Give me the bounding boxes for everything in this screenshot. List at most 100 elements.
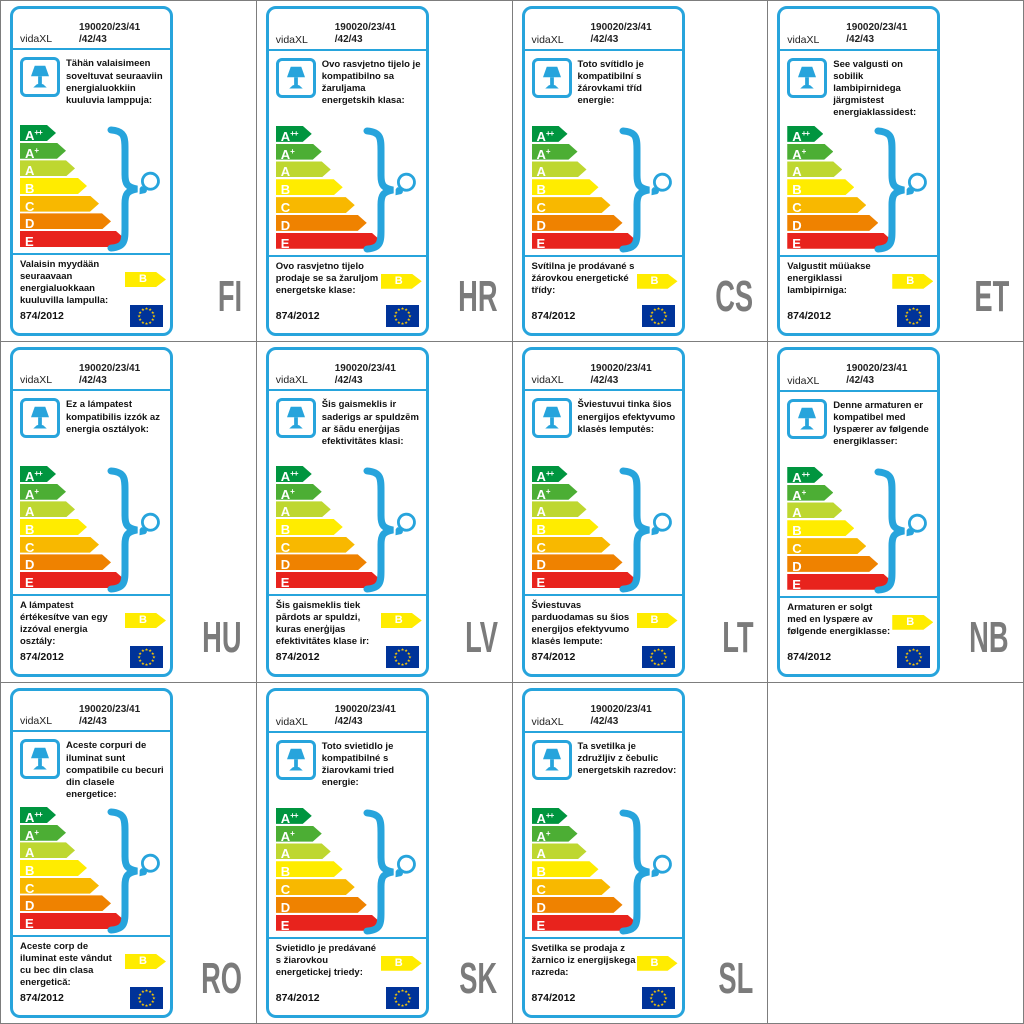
svg-text:★: ★: [662, 310, 666, 315]
compatible-classes-text: Toto svítidlo je kompatibilní s žárovkam…: [577, 58, 644, 107]
energy-class-arrow: A+: [276, 826, 322, 842]
energy-class-plus: ++: [801, 128, 809, 138]
label-header: vidaXL 190020/23/41 /42/43: [780, 350, 938, 392]
compatibility-section: See valgusti on sobilik lambipirnidega j…: [780, 51, 937, 126]
svg-text:★: ★: [663, 313, 667, 318]
energy-class-arrow: B: [276, 519, 343, 535]
label-header: vidaXL 190020/23/41 /42/43: [524, 350, 682, 392]
svg-text:★: ★: [141, 320, 145, 325]
svg-text:★: ★: [145, 988, 149, 993]
svg-text:★: ★: [137, 654, 141, 659]
eu-flag-icon: ★ ★ ★★ ★★ ★★ ★★ ★★: [641, 305, 675, 328]
curly-brace-glyph: [363, 467, 394, 593]
label-footer: 874/2012 ★ ★ ★ ★ ★ ★ ★ ★ ★ ★ ★ ★: [525, 644, 682, 674]
label-header: vidaXL 190020/23/41 /42/43: [524, 691, 682, 733]
language-code: RO: [200, 954, 242, 1003]
svg-text:★: ★: [404, 661, 408, 666]
energy-class-letter: C: [280, 539, 291, 555]
energy-class-letter: A: [536, 810, 546, 826]
svg-text:★: ★: [151, 999, 155, 1004]
energy-class-arrow: C: [276, 197, 355, 213]
energy-class-arrow: D: [20, 213, 111, 229]
energy-class-arrow: B: [532, 519, 599, 535]
svg-text:★: ★: [400, 988, 404, 993]
svg-text:★: ★: [663, 654, 667, 659]
empty-cell: [768, 683, 1023, 1023]
energy-class-arrow: D: [787, 556, 878, 572]
svg-text:★: ★: [652, 307, 656, 312]
energy-class-arrow: A+: [787, 485, 833, 501]
energy-class-plus: +: [34, 486, 39, 496]
svg-text:★: ★: [151, 992, 155, 997]
energy-class-arrow: E: [276, 572, 381, 588]
svg-text:★: ★: [137, 313, 141, 318]
label-footer: 874/2012 ★ ★ ★ ★ ★ ★ ★ ★ ★ ★ ★ ★: [13, 644, 170, 674]
svg-text:★: ★: [656, 662, 660, 667]
sold-with-section: Valgustit müüakse energiklassi lambipirn…: [780, 254, 938, 303]
label-header: vidaXL 190020/23/41 /42/43: [268, 350, 426, 392]
energy-class-arrow: E: [787, 233, 892, 249]
regulation-number: 874/2012: [275, 310, 320, 323]
label-footer: 874/2012 ★ ★ ★ ★ ★ ★ ★ ★ ★ ★ ★ ★: [269, 985, 426, 1015]
svg-text:★: ★: [404, 307, 408, 312]
energy-class-letter: C: [25, 880, 35, 896]
energy-class-arrow: C: [787, 538, 866, 554]
language-code: HU: [202, 613, 242, 662]
svg-text:★: ★: [404, 1002, 408, 1007]
energy-class-letter: B: [536, 182, 546, 198]
energy-class-letter: B: [25, 863, 35, 878]
energy-class-letter: D: [25, 557, 35, 573]
label-footer: 874/2012 ★ ★ ★ ★ ★ ★ ★ ★ ★ ★ ★ ★: [780, 644, 937, 674]
energy-class-plus: ++: [34, 810, 42, 820]
energy-class-arrow: A+: [20, 143, 66, 159]
energy-class-letter: A: [25, 486, 35, 502]
energy-class-plus: +: [34, 145, 39, 155]
sold-with-section: Aceste corp de iluminat este vândut cu b…: [13, 934, 170, 988]
energy-class-arrow: C: [276, 537, 355, 553]
energy-class-letter: D: [25, 216, 35, 232]
energy-class-letter: B: [280, 864, 291, 880]
sold-class-arrow: B: [636, 955, 678, 971]
energy-label-card: vidaXL 190020/23/41 /42/43 Ovo rasvjetno…: [265, 6, 429, 336]
sold-with-text: A lámpatest értékesítve van egy izzóval …: [20, 599, 108, 647]
svg-text:★: ★: [400, 321, 404, 326]
energy-class-letter: E: [536, 235, 546, 251]
energy-class-letter: E: [536, 574, 546, 590]
language-code: CS: [715, 272, 754, 321]
energy-class-letter: D: [280, 557, 291, 573]
svg-text:★: ★: [650, 651, 654, 656]
sold-with-text: Šviestuvas parduodamas su šios energijos…: [531, 599, 630, 647]
svg-text:★: ★: [919, 313, 923, 318]
svg-text:★: ★: [151, 651, 155, 656]
model-line-2: /42/43: [846, 33, 875, 45]
energy-class-letter: D: [280, 899, 291, 915]
energy-class-arrow: C: [787, 197, 866, 213]
energy-scale: A++ A+ A B C D E: [276, 126, 426, 249]
label-footer: 874/2012 ★ ★ ★ ★ ★ ★ ★ ★ ★ ★ ★ ★: [525, 303, 682, 333]
svg-text:★: ★: [393, 313, 397, 318]
svg-text:★: ★: [662, 658, 666, 663]
label-cell: vidaXL 190020/23/41 /42/43 Ez a lámpates…: [1, 342, 256, 682]
energy-scale: A++ A+ A B C D E: [20, 125, 170, 247]
energy-class-letter: A: [280, 846, 291, 862]
compatibility-section: Aceste corpuri de iluminat sunt compatib…: [13, 732, 170, 807]
energy-class-arrow: D: [276, 554, 367, 570]
energy-class-arrow: E: [276, 915, 381, 931]
energy-class-letter: A: [25, 145, 35, 161]
energy-class-arrow: A+: [532, 826, 578, 842]
sold-class-arrow: B: [380, 612, 422, 628]
compatibility-section: Ovo rasvjetno tijelo je kompatibilno sa …: [269, 51, 426, 126]
energy-class-letter: C: [280, 882, 291, 898]
energy-class-arrow: A: [532, 843, 587, 859]
energy-class-letter: A: [792, 128, 802, 144]
energy-class-letter: D: [792, 558, 802, 574]
energy-class-arrow: C: [532, 197, 611, 213]
brand-text: vidaXL: [531, 374, 564, 387]
sold-with-section: Svítilna je prodávané s žárovkou energet…: [524, 254, 682, 303]
label-footer: 874/2012 ★ ★ ★ ★ ★ ★ ★ ★ ★ ★ ★ ★: [13, 303, 170, 333]
table-lamp-icon: [787, 398, 828, 439]
svg-text:★: ★: [138, 317, 142, 322]
svg-text:★: ★: [138, 310, 142, 315]
label-footer: 874/2012 ★ ★ ★ ★ ★ ★ ★ ★ ★ ★ ★ ★: [525, 985, 682, 1015]
